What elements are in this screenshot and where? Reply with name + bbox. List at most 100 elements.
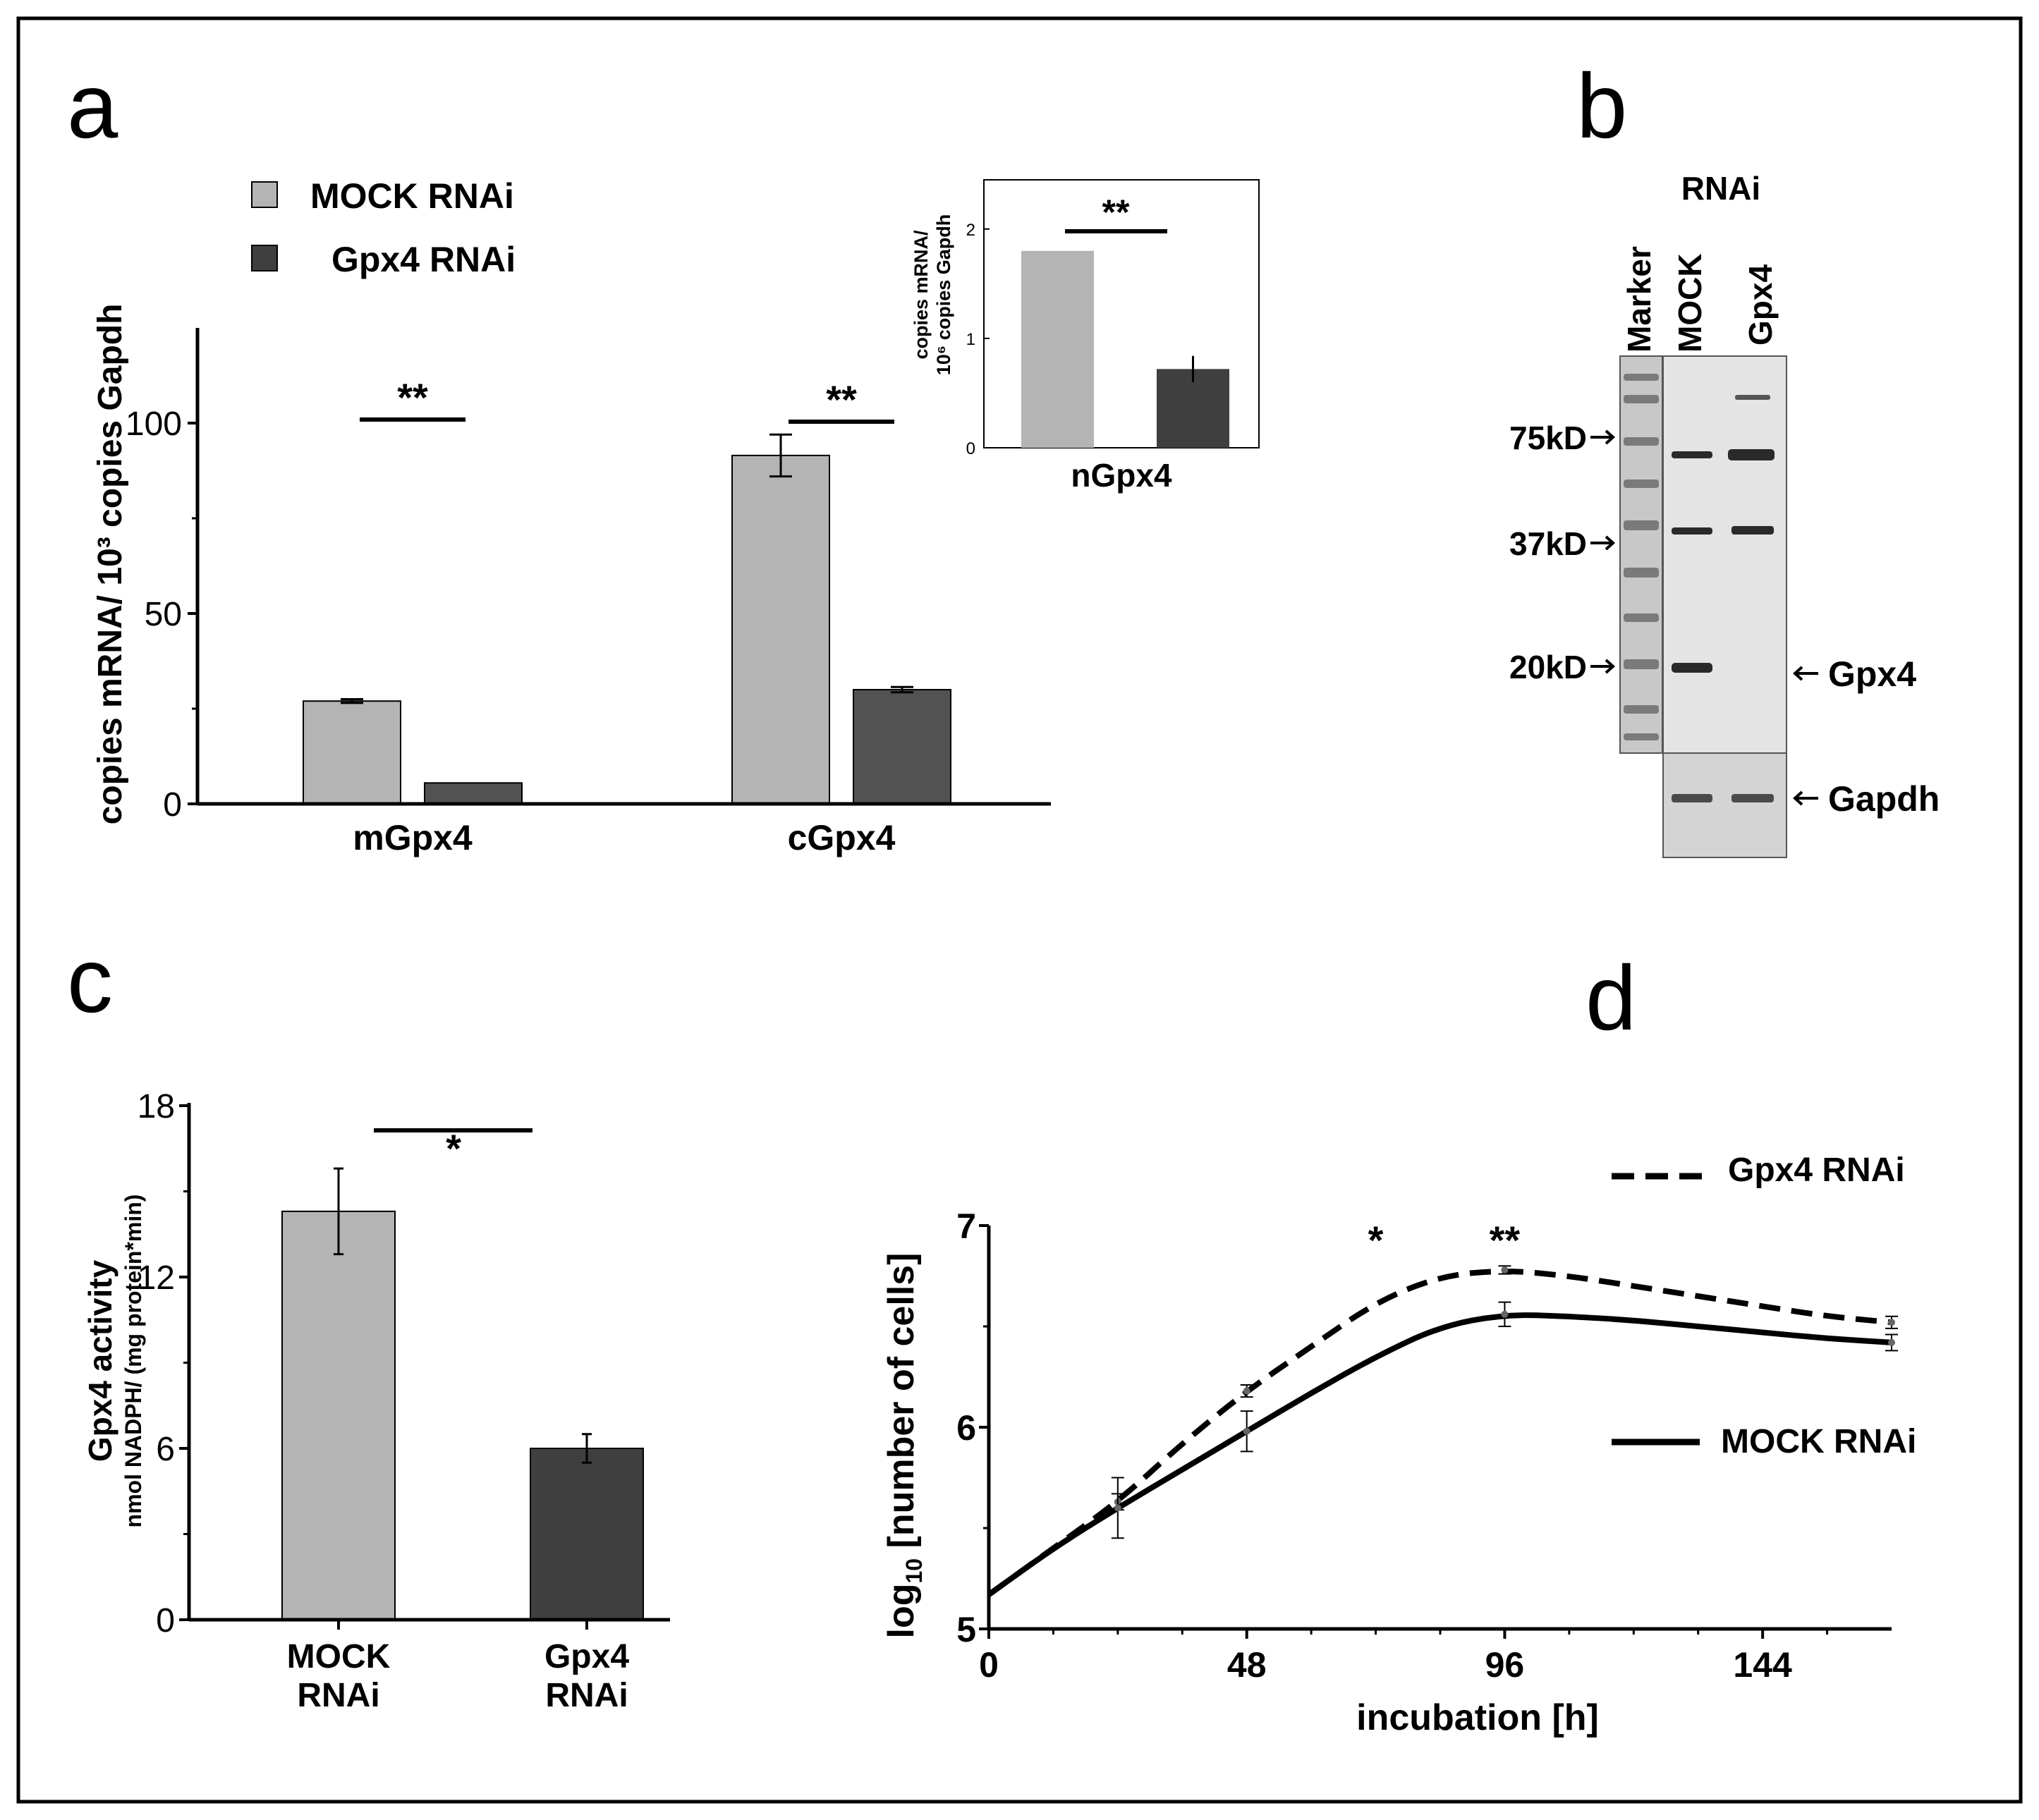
inset-bar-mock <box>1021 250 1094 448</box>
panel-letter-b: b <box>1576 54 1627 157</box>
y-tick-label-50: 50 <box>145 596 182 633</box>
data-point-1-48 <box>1243 1427 1250 1435</box>
x-tick-label-0-line1: RNAi <box>297 1677 379 1714</box>
significance-stars-mGpx4: ** <box>397 375 428 420</box>
y-tick-label-6: 6 <box>156 1431 175 1468</box>
inset-axes: 0 1 2 nGpx4 <box>966 221 1172 494</box>
x-tick-label-cGpx4: cGpx4 <box>788 818 896 857</box>
blot-lane-label-mock: MOCK <box>1672 253 1708 353</box>
figure-frame <box>16 16 2023 1804</box>
x-tick-label-48: 48 <box>1227 1645 1267 1685</box>
blot-lane-label-marker: Marker <box>1621 246 1657 353</box>
bar-mock <box>281 1210 396 1620</box>
blot-sample-membrane <box>1662 355 1787 754</box>
inset-frame <box>983 179 1260 448</box>
legend-label-mock: MOCK RNAi <box>310 176 514 216</box>
blot-gapdh-membrane <box>1662 752 1787 858</box>
panel-a-y-axis-label: copies mRNA/ 10³ copies Gapdh <box>92 304 129 825</box>
panel-a-bars: ** ** <box>303 375 951 805</box>
data-point-0-96 <box>1501 1266 1509 1274</box>
x-tick-label-0: 0 <box>979 1645 999 1685</box>
legend-swatch-mock <box>251 181 278 208</box>
bar-cGpx4-gpx4 <box>853 689 951 805</box>
inset-significance-stars: ** <box>1102 193 1130 232</box>
panel-c-bars: * <box>281 1126 644 1620</box>
data-point-0-48 <box>1243 1387 1250 1395</box>
y-tick-label-0: 0 <box>156 1602 175 1639</box>
y-label-sub: 10 <box>901 1558 927 1584</box>
panel-a-chart: MOCK RNAi Gpx4 RNAi ** ** mGpx4 cGpx405010… <box>92 176 1051 857</box>
legend-label-mock-d: MOCK RNAi <box>1721 1423 1916 1460</box>
panel-a-legend: MOCK RNAi Gpx4 RNAi <box>251 176 516 279</box>
legend-swatch-gpx4 <box>251 245 278 271</box>
series-line-mock <box>987 1312 1892 1597</box>
blot-marker-ladder <box>1624 374 1659 740</box>
blot-marker-75kd: 75kD <box>1509 420 1587 456</box>
blot-band-label-gpx4: Gpx4 <box>1828 654 1916 694</box>
y-tick-label-0: 0 <box>163 786 182 824</box>
y-tick-label-100: 100 <box>126 405 182 443</box>
panel-d-axes: 0 48 96 144 5 6 7 <box>956 1207 1892 1685</box>
panel-d-lines: * ** <box>987 1218 1898 1597</box>
data-point-1-96 <box>1501 1310 1509 1318</box>
western-blot-panel: RNAi Marker MOCK Gpx4 <box>1509 170 1940 858</box>
y-label-log: log <box>881 1584 922 1639</box>
inset-y-tick-label-0: 0 <box>966 439 975 458</box>
panel-a-inset-chart: ** 0 1 2 nGpx4 copies mRNA/ 10⁶ copies Gapd… <box>911 179 1260 494</box>
inset-y-axis-label-line2: 10⁶ copies Gapdh <box>933 214 954 376</box>
inset-y-tick-label-2: 2 <box>966 221 975 240</box>
blot-gapdh-bands <box>1672 794 1774 802</box>
blot-marker-lane <box>1619 355 1663 754</box>
inset-y-tick-label-1: 1 <box>966 330 975 349</box>
y-tick-label-6: 6 <box>956 1408 976 1448</box>
significance-annotation-1: ** <box>1490 1218 1521 1262</box>
legend-label-gpx4-d: Gpx4 RNAi <box>1728 1152 1905 1189</box>
bar-cGpx4-mock <box>731 454 830 805</box>
panel-letter-c: c <box>67 929 113 1032</box>
panel-c-y-axis-label-line2: nmol NADPH/ (mg protein*min) <box>121 1195 146 1528</box>
blot-header-rnai: RNAi <box>1681 170 1760 207</box>
blot-marker-20kd: 20kD <box>1509 649 1587 685</box>
data-point-0-168 <box>1888 1319 1895 1326</box>
y-tick-label-12: 12 <box>138 1259 175 1297</box>
blot-marker-arrows <box>1590 429 1818 806</box>
y-tick-label-5: 5 <box>956 1610 976 1649</box>
bar-mGpx4-mock <box>303 700 401 805</box>
x-tick-label-1-line1: RNAi <box>545 1677 628 1714</box>
panel-a-axes: mGpx4 cGpx4 0 50 100 <box>126 328 1051 857</box>
inset-x-tick-label: nGpx4 <box>1071 457 1172 494</box>
inset-bars: ** <box>1021 193 1229 448</box>
bar-mGpx4-gpx4 <box>424 782 523 805</box>
panel-letter-d: d <box>1585 946 1636 1049</box>
x-tick-label-1-line0: Gpx4 <box>544 1638 629 1675</box>
x-tick-label-144: 144 <box>1733 1645 1792 1685</box>
blot-lane-label-gpx4: Gpx4 <box>1742 264 1779 346</box>
y-label-rest: [number of cells] <box>881 1253 922 1558</box>
inset-y-axis-label-line1: copies mRNA/ <box>911 230 932 360</box>
panel-letter-a: a <box>67 54 118 157</box>
panel-d-y-axis-label: log10 [number of cells] <box>881 1253 927 1639</box>
significance-stars-cGpx4: ** <box>826 377 857 422</box>
blot-bands <box>1672 395 1775 673</box>
y-tick-label-18: 18 <box>138 1088 175 1125</box>
y-tick-label-7: 7 <box>956 1207 976 1246</box>
panel-d-legend: Gpx4 RNAi MOCK RNAi <box>1612 1152 1916 1460</box>
blot-band-label-gapdh: Gapdh <box>1828 779 1940 819</box>
series-line-gpx4 <box>987 1269 1892 1597</box>
legend-label-gpx4: Gpx4 RNAi <box>331 240 516 279</box>
bar-gpx4 <box>530 1448 644 1620</box>
blot-marker-37kd: 37kD <box>1509 525 1587 562</box>
data-point-1-24 <box>1114 1504 1121 1512</box>
x-tick-label-mGpx4: mGpx4 <box>353 818 473 857</box>
panel-d-x-axis-label: incubation [h] <box>1356 1697 1599 1738</box>
panel-c-y-axis-label-line1: Gpx4 activity <box>82 1259 118 1462</box>
x-tick-label-0-line0: MOCK <box>287 1638 391 1675</box>
data-point-1-168 <box>1888 1338 1895 1346</box>
x-tick-label-96: 96 <box>1485 1645 1525 1685</box>
significance-annotation-0: * <box>1368 1218 1384 1262</box>
significance-star: * <box>446 1126 461 1171</box>
